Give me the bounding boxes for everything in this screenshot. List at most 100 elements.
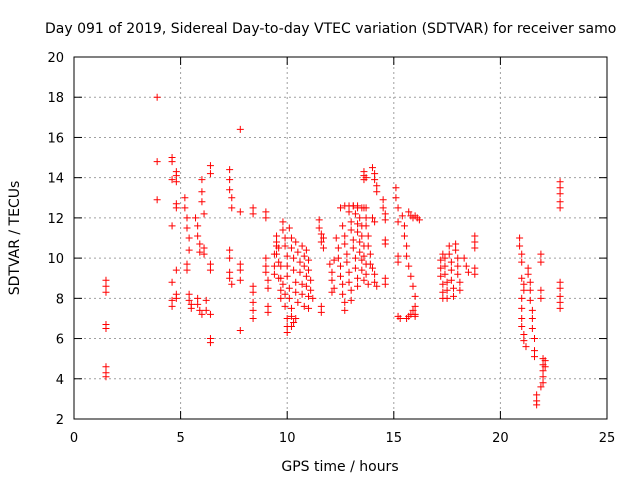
- data-point: [281, 242, 289, 250]
- data-point: [362, 214, 370, 222]
- data-point: [556, 292, 564, 300]
- data-point: [449, 292, 457, 300]
- data-point: [464, 268, 472, 276]
- data-point: [368, 264, 376, 272]
- data-point: [362, 174, 370, 182]
- data-point: [337, 272, 344, 280]
- data-point: [541, 357, 549, 365]
- data-point: [262, 268, 270, 276]
- data-point: [400, 232, 408, 240]
- data-point: [305, 304, 313, 312]
- data-point: [294, 298, 302, 306]
- data-point: [183, 260, 191, 268]
- data-point: [290, 254, 298, 262]
- data-point: [249, 204, 257, 212]
- data-point: [360, 276, 368, 284]
- data-point: [520, 337, 528, 345]
- data-point: [349, 236, 357, 244]
- data-point: [471, 244, 479, 252]
- data-point: [275, 244, 283, 252]
- data-point: [524, 270, 532, 278]
- data-point: [298, 280, 306, 288]
- data-point: [275, 258, 283, 266]
- data-point: [518, 258, 526, 266]
- data-point: [292, 288, 300, 296]
- data-point: [373, 182, 381, 190]
- data-point: [262, 254, 270, 262]
- data-point: [305, 292, 313, 300]
- data-point: [296, 258, 304, 266]
- data-point: [379, 196, 387, 204]
- data-point: [518, 304, 526, 312]
- data-point: [102, 276, 110, 284]
- data-point: [394, 204, 402, 212]
- data-point: [194, 300, 202, 308]
- data-point: [290, 318, 298, 326]
- data-point: [520, 280, 528, 288]
- data-point: [194, 232, 202, 240]
- data-point: [226, 166, 234, 174]
- data-point: [471, 238, 479, 246]
- data-point: [168, 176, 176, 184]
- data-point: [356, 214, 364, 222]
- data-point: [366, 250, 374, 258]
- data-point: [198, 198, 206, 206]
- data-point: [354, 228, 362, 236]
- data-point: [334, 254, 342, 262]
- data-point: [249, 298, 257, 306]
- data-point: [307, 276, 315, 284]
- data-point: [415, 216, 423, 224]
- data-point: [518, 274, 526, 282]
- data-point: [343, 250, 351, 258]
- data-point: [198, 188, 206, 196]
- data-point: [341, 240, 349, 248]
- data-point: [518, 250, 526, 258]
- data-point: [206, 162, 214, 170]
- data-point: [443, 286, 451, 294]
- data-point: [381, 210, 389, 218]
- data-point: [236, 260, 244, 268]
- data-point: [539, 373, 547, 381]
- data-point: [292, 238, 300, 246]
- data-point: [185, 234, 193, 242]
- data-point: [556, 178, 564, 186]
- data-point: [249, 282, 257, 290]
- data-point: [192, 214, 200, 222]
- data-point: [407, 272, 415, 280]
- data-point: [300, 262, 308, 270]
- data-point: [362, 222, 370, 230]
- data-point: [206, 310, 214, 318]
- data-point: [172, 178, 180, 186]
- data-point: [326, 260, 334, 268]
- data-point: [364, 232, 372, 240]
- data-point: [456, 278, 464, 286]
- data-point: [533, 391, 541, 399]
- data-point: [296, 268, 304, 276]
- data-point: [462, 262, 470, 270]
- data-point: [394, 258, 402, 266]
- data-point: [351, 210, 359, 218]
- data-point: [287, 312, 295, 320]
- data-point: [471, 264, 479, 272]
- data-point: [456, 286, 464, 294]
- data-point: [309, 294, 317, 302]
- data-point: [172, 294, 180, 302]
- data-point: [339, 222, 347, 230]
- data-point: [328, 276, 336, 284]
- data-point: [262, 262, 270, 270]
- data-point: [315, 224, 323, 232]
- data-point: [183, 214, 191, 222]
- x-axis-ticks: 0 5 10 15 20 25: [70, 57, 615, 446]
- data-point: [539, 379, 547, 387]
- y-tick-label: 8: [56, 292, 64, 307]
- data-point: [356, 238, 364, 246]
- data-point: [181, 194, 189, 202]
- data-point: [354, 220, 362, 228]
- data-point: [528, 306, 536, 314]
- y-tick-label: 4: [56, 373, 64, 388]
- data-point: [277, 286, 285, 294]
- data-point: [533, 401, 541, 409]
- data-point: [273, 250, 281, 258]
- data-point: [102, 288, 110, 296]
- data-point: [437, 272, 445, 280]
